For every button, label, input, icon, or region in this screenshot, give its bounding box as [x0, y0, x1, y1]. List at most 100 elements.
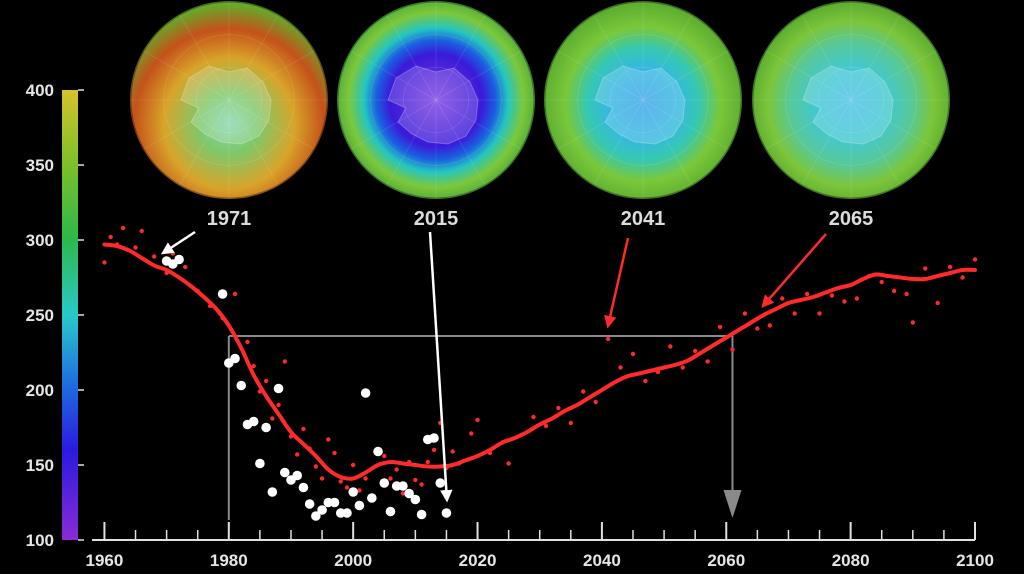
model-point [139, 228, 144, 234]
observed-point [435, 478, 446, 488]
globe-disk [544, 1, 742, 199]
model-point [326, 437, 331, 442]
x-tick-label: 1980 [210, 551, 248, 570]
snapshot-year-label: 2015 [414, 208, 459, 230]
model-point [879, 279, 884, 285]
model-point [605, 336, 611, 342]
globe-meridian [143, 99, 230, 150]
model-point [120, 225, 126, 231]
model-point [469, 431, 474, 436]
globe-2041: 2041 [542, 0, 744, 230]
model-point [947, 264, 953, 270]
observed-point [354, 500, 365, 511]
globe-rim [542, 0, 744, 201]
model-point [960, 275, 965, 280]
globe-parallel [163, 34, 295, 166]
model-point [108, 234, 113, 240]
model-point [419, 482, 424, 487]
model-point [891, 288, 897, 294]
observed-point [360, 388, 371, 398]
observed-point [367, 493, 377, 503]
model-point [904, 291, 909, 297]
trend-line [102, 242, 977, 481]
observed-point [217, 289, 228, 299]
antarctica-shape [802, 65, 894, 145]
globe-meridian [801, 99, 852, 186]
model-point [394, 467, 399, 472]
model-point [593, 399, 598, 405]
globe-parallel [785, 34, 917, 166]
model-point [630, 351, 636, 357]
globe-meridian [850, 99, 901, 186]
globe-meridian [642, 50, 729, 101]
model-point [350, 462, 356, 468]
observed-point [230, 353, 240, 364]
globe-disk [752, 1, 950, 199]
x-tick-label: 2040 [583, 551, 621, 570]
observed-point [267, 487, 278, 497]
globe-meridian [801, 14, 852, 101]
model-point [400, 491, 406, 496]
x-tick-label: 2000 [334, 551, 372, 570]
model-point [618, 365, 623, 370]
globe-meridian [557, 99, 644, 150]
globe-rim [128, 0, 330, 201]
globe-2015: 2015 [335, 0, 537, 230]
observed-point [379, 478, 390, 488]
globe-meridian [850, 50, 937, 101]
model-point [972, 257, 978, 262]
model-point [282, 359, 287, 364]
model-point [319, 476, 325, 481]
model-point [692, 348, 698, 354]
colorbar-tick-label: 350 [26, 156, 54, 175]
globe-disk [130, 1, 328, 199]
model-point [568, 420, 574, 426]
observed-point [261, 422, 271, 433]
model-point [717, 324, 723, 330]
model-point [935, 300, 940, 306]
model-point [332, 450, 337, 456]
model-point [357, 488, 362, 493]
globe-parallel [609, 66, 677, 134]
model-point [780, 296, 785, 301]
model-point [388, 476, 393, 481]
model-point [251, 363, 256, 369]
observed-point [385, 506, 396, 517]
guide-lines [227, 335, 742, 520]
observed-point [373, 446, 383, 457]
observed-point [273, 383, 284, 394]
model-point [413, 477, 418, 483]
model-point [910, 320, 916, 325]
globe-meridian [765, 50, 852, 101]
model-point [923, 266, 928, 271]
observed-point [441, 508, 452, 518]
model-point [556, 405, 561, 411]
observed-points-series [161, 254, 452, 521]
model-point [425, 459, 430, 465]
globe-meridian [850, 99, 937, 150]
x-tick-label: 2080 [832, 551, 870, 570]
x-tick-label: 2020 [459, 551, 497, 570]
model-point [804, 291, 810, 297]
model-point [363, 476, 368, 481]
model-point [581, 389, 586, 394]
observed-point [304, 499, 315, 509]
observed-point [298, 482, 309, 493]
colorbar-tick-label: 150 [26, 456, 54, 475]
globe-rim [335, 0, 537, 201]
globe-meridian [350, 99, 437, 150]
observed-point [236, 380, 247, 391]
colorbar [62, 90, 78, 540]
model-point [102, 260, 107, 265]
x-tick-label: 1960 [86, 551, 124, 570]
observed-point [317, 505, 327, 515]
model-point [643, 378, 648, 384]
globe-meridian [593, 99, 644, 186]
model-point [730, 347, 735, 352]
model-point [170, 251, 176, 256]
model-point [792, 311, 797, 316]
globe-meridian [179, 99, 230, 186]
globe-meridian [228, 50, 315, 101]
model-point [133, 245, 138, 250]
